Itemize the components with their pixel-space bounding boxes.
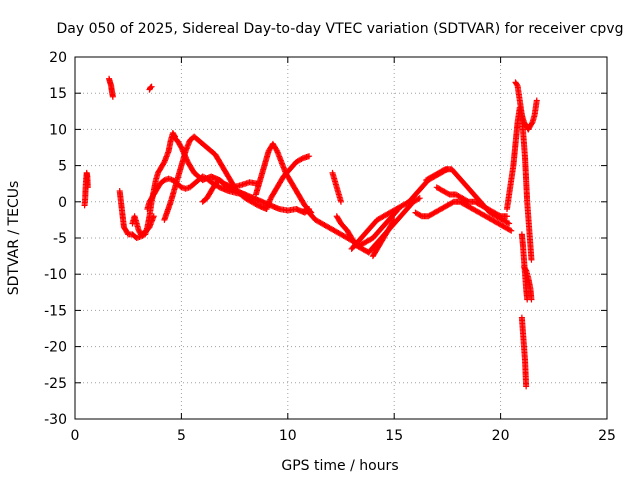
data-point xyxy=(150,213,157,220)
data-point xyxy=(503,213,510,220)
data-point xyxy=(522,266,529,273)
x-tick-label: 10 xyxy=(279,428,297,444)
series-t16 xyxy=(412,198,515,234)
data-point xyxy=(338,198,344,205)
series-t12 xyxy=(329,169,344,205)
x-tick-label: 0 xyxy=(71,428,80,444)
y-tick-label: 5 xyxy=(58,159,67,175)
data-points xyxy=(81,75,540,390)
data-point xyxy=(508,227,515,234)
series-t25 xyxy=(521,263,535,303)
series-t1 xyxy=(106,75,116,100)
y-tick-label: -10 xyxy=(44,267,67,283)
y-tick-label: 20 xyxy=(49,50,67,66)
data-point xyxy=(533,97,540,104)
y-tick-label: -20 xyxy=(44,340,67,356)
data-point xyxy=(148,83,155,90)
series-t20 xyxy=(512,79,528,147)
y-tick-label: -30 xyxy=(44,412,67,428)
series-t21 xyxy=(521,140,535,263)
x-axis-label: GPS time / hours xyxy=(281,458,398,474)
data-point xyxy=(109,93,116,100)
series-t23 xyxy=(518,314,530,390)
y-tick-label: -25 xyxy=(44,376,67,392)
y-tick-label: 15 xyxy=(49,86,67,102)
data-point xyxy=(528,296,535,303)
y-tick-label: 10 xyxy=(49,122,67,138)
data-point xyxy=(416,195,423,202)
series-t24 xyxy=(525,97,540,133)
data-point xyxy=(528,120,535,127)
series-t18 xyxy=(433,184,510,220)
data-point xyxy=(147,84,154,91)
series-t5 xyxy=(144,173,249,213)
y-tick-label: -5 xyxy=(53,231,67,247)
y-axis-label: SDTVAR / TECUs xyxy=(6,181,22,296)
series-t8 xyxy=(199,177,262,205)
y-tick-label: -15 xyxy=(44,303,67,319)
x-tick-label: 15 xyxy=(385,428,403,444)
gridlines xyxy=(75,57,607,419)
data-point xyxy=(391,216,398,223)
data-point xyxy=(415,195,422,202)
chart-title: Day 050 of 2025, Sidereal Day-to-day VTE… xyxy=(57,21,624,37)
y-tick-label: 0 xyxy=(58,195,67,211)
data-point xyxy=(506,220,513,227)
series-t15 xyxy=(369,216,398,260)
data-point xyxy=(523,383,530,390)
data-point xyxy=(513,81,520,88)
data-point xyxy=(506,227,513,234)
data-point xyxy=(390,218,397,225)
x-tick-label: 20 xyxy=(492,428,510,444)
x-tick-label: 25 xyxy=(598,428,616,444)
data-point xyxy=(528,256,535,263)
series-t3 xyxy=(116,130,179,241)
axis-ticks: 0 5 10 15 20 25 -30 -25 -20 -15 -10 -5 0 5 10 15 20 xyxy=(44,50,616,444)
series-t0 xyxy=(81,169,91,209)
data-point xyxy=(504,219,511,226)
data-point xyxy=(306,153,313,160)
data-point xyxy=(84,184,91,191)
series-t7 xyxy=(169,133,313,216)
x-tick-label: 5 xyxy=(177,428,186,444)
series-t10 xyxy=(263,153,313,213)
series-t2 xyxy=(146,83,155,93)
series-t4 xyxy=(129,213,157,238)
